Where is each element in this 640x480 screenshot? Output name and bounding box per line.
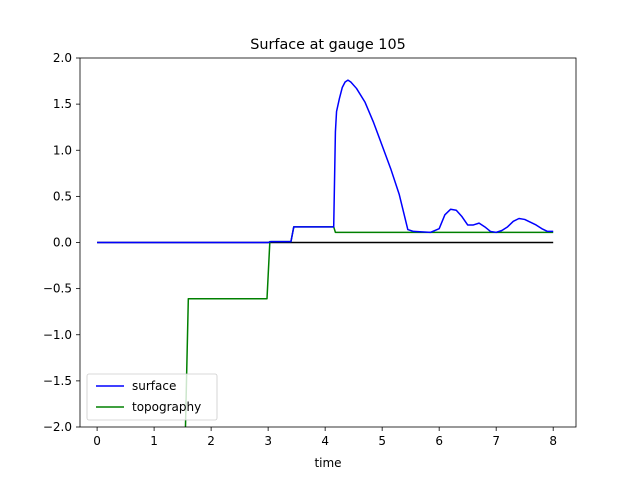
x-tick-label: 6 <box>435 434 443 448</box>
x-tick-label: 0 <box>93 434 101 448</box>
y-tick-label: −1.0 <box>43 328 72 342</box>
x-axis: 0 1 2 3 4 5 6 7 8 <box>93 427 557 448</box>
chart-title: Surface at gauge 105 <box>250 37 406 53</box>
x-tick-label: 7 <box>492 434 500 448</box>
series-line-surface <box>97 79 554 244</box>
y-tick-label: 1.0 <box>53 143 72 157</box>
legend: surface topography <box>86 373 218 421</box>
x-tick-label: 1 <box>150 434 158 448</box>
x-tick-label: 8 <box>549 434 557 448</box>
y-tick-label: −2.0 <box>43 420 72 434</box>
x-axis-label: time <box>314 456 341 470</box>
y-tick-label: −1.5 <box>43 374 72 388</box>
y-tick-label: −0.5 <box>43 282 72 296</box>
y-tick-label: 0.0 <box>53 236 72 250</box>
legend-label-surface: surface <box>132 379 176 393</box>
plot-lines <box>97 79 554 427</box>
x-tick-label: 2 <box>207 434 215 448</box>
y-tick-label: 0.5 <box>53 189 72 203</box>
x-tick-label: 4 <box>321 434 329 448</box>
legend-label-topography: topography <box>132 400 201 414</box>
x-tick-label: 5 <box>378 434 386 448</box>
y-axis: −2.0 −1.5 −1.0 −0.5 0.0 0.5 1.0 1.5 2.0 <box>43 51 80 434</box>
y-tick-label: 2.0 <box>53 51 72 65</box>
x-tick-label: 3 <box>264 434 272 448</box>
y-tick-label: 1.5 <box>53 97 72 111</box>
